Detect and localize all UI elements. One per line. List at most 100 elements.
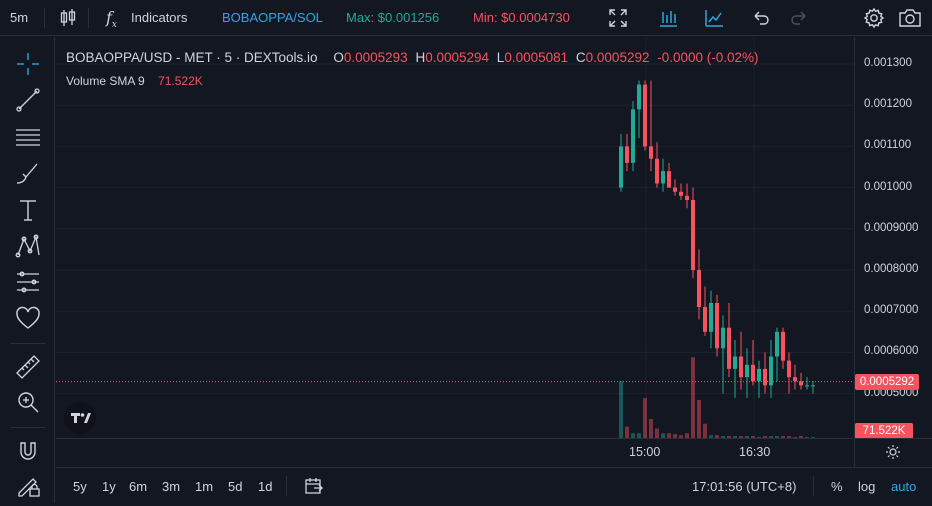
time-tick: 16:30 (739, 445, 771, 459)
candle-body (649, 146, 653, 159)
close-key: C (575, 50, 586, 65)
candle-body (739, 356, 743, 378)
divider (88, 8, 89, 28)
volume-bar (709, 435, 713, 438)
range-1y[interactable]: 1y (102, 479, 116, 494)
candle-body (703, 307, 707, 332)
volume-bar (757, 437, 761, 438)
chart-legend: BOBAOPPA/USD - MET · 5 · DEXTools.io O0.… (66, 50, 759, 65)
crosshair-icon[interactable] (14, 50, 42, 78)
volume-bar (619, 381, 623, 438)
brush-icon[interactable] (14, 159, 42, 187)
zoom-icon[interactable] (14, 388, 42, 416)
candle-body (745, 364, 749, 378)
current-price-tag: 0.0005292 (855, 374, 919, 390)
volume-bar (787, 436, 791, 438)
time-axis[interactable]: 15:00 16:30 (56, 438, 853, 467)
axis-settings-icon[interactable] (885, 444, 901, 465)
time-tick: 15:00 (629, 445, 661, 459)
auto-scale-toggle[interactable]: auto (891, 479, 917, 494)
volume-bar (793, 437, 797, 438)
function-icon[interactable]: fx (106, 8, 117, 31)
undo-icon[interactable] (752, 8, 770, 28)
price-tick: 0.0009000 (864, 221, 919, 234)
volume-bar (721, 436, 725, 438)
text-tool-icon[interactable] (14, 196, 42, 224)
volume-bar (625, 426, 629, 438)
price-tick: 0.001100 (864, 139, 912, 152)
volume-bar (781, 436, 785, 438)
volume-bar (685, 433, 689, 438)
interval-selector[interactable]: 5m (10, 10, 29, 25)
volume-bar (649, 419, 653, 438)
candle-body (679, 191, 683, 196)
indicators-button[interactable]: Indicators (131, 10, 188, 25)
candle-body (709, 302, 713, 332)
volume-bar (739, 436, 743, 438)
open-value: 0.0005293 (343, 50, 408, 65)
ruler-icon[interactable] (14, 353, 42, 381)
min-price: Min: $0.0004730 (473, 10, 570, 25)
close-value: 0.0005292 (585, 50, 650, 65)
range-1d[interactable]: 1d (258, 479, 273, 494)
fullscreen-icon[interactable] (608, 8, 628, 28)
range-5d[interactable]: 5d (228, 479, 243, 494)
horizontal-lines-icon[interactable] (14, 123, 42, 151)
symbol-title: BOBAOPPA/USD - MET · 5 · DEXTools.io (66, 50, 318, 65)
volume-bar (811, 437, 815, 438)
compare-chart-icon[interactable] (704, 8, 724, 28)
range-1m[interactable]: 1m (195, 479, 214, 494)
range-6m[interactable]: 6m (129, 479, 148, 494)
settings-gear-icon[interactable] (863, 7, 885, 29)
fib-retracement-icon[interactable] (14, 268, 42, 296)
divider (286, 476, 287, 496)
candle-body (667, 171, 671, 188)
price-chart[interactable] (56, 37, 853, 438)
volume-legend: Volume SMA 9 71.522K (66, 74, 203, 88)
volume-bar (769, 436, 773, 438)
pair-label[interactable]: BOBAOPPA/SOL (222, 10, 323, 25)
lock-drawing-icon[interactable] (14, 471, 42, 499)
pattern-tool-icon[interactable] (14, 232, 42, 260)
low-value: 0.0005081 (504, 50, 569, 65)
candle-body (769, 356, 773, 386)
divider (813, 476, 814, 496)
tradingview-logo[interactable] (64, 402, 96, 434)
price-tick: 0.0006000 (864, 345, 919, 358)
volume-bar (643, 398, 647, 438)
candle-body (751, 364, 755, 382)
change-value: -0.0000 (-0.02%) (657, 50, 759, 65)
volume-bar (733, 436, 737, 438)
magnet-icon[interactable] (14, 437, 42, 465)
heart-icon[interactable] (14, 304, 42, 332)
candle-body (757, 368, 761, 382)
volume-bar (697, 400, 701, 438)
clock-timezone[interactable]: 17:01:56 (UTC+8) (692, 479, 797, 494)
range-5y[interactable]: 5y (73, 479, 87, 494)
percent-scale-toggle[interactable]: % (831, 479, 843, 494)
volume-bar (775, 436, 779, 438)
volume-bar (679, 435, 683, 438)
chart-type-icon[interactable] (658, 8, 678, 28)
candle-body (805, 385, 809, 387)
divider (44, 8, 45, 28)
range-3m[interactable]: 3m (162, 479, 181, 494)
volume-indicator-value: 71.522K (158, 74, 203, 88)
top-toolbar: 5m fx Indicators BOBAOPPA/SOL Max: $0.00… (0, 0, 932, 36)
high-value: 0.0005294 (425, 50, 490, 65)
price-axis[interactable]: 0.001300 0.001200 0.001100 0.001000 0.000900… (854, 37, 932, 438)
candle-body (763, 368, 767, 386)
volume-bar (745, 436, 749, 438)
date-range-icon[interactable] (304, 477, 324, 497)
log-scale-toggle[interactable]: log (858, 479, 876, 494)
candle-body (619, 146, 623, 188)
trend-line-icon[interactable] (14, 86, 42, 114)
candle-body (733, 356, 737, 369)
volume-bar (805, 437, 809, 438)
camera-icon[interactable] (898, 7, 922, 29)
redo-icon[interactable] (790, 8, 808, 28)
divider (10, 427, 46, 428)
volume-indicator-name[interactable]: Volume SMA 9 (66, 74, 145, 88)
candles-icon[interactable] (59, 8, 77, 28)
max-price: Max: $0.001256 (346, 10, 440, 25)
